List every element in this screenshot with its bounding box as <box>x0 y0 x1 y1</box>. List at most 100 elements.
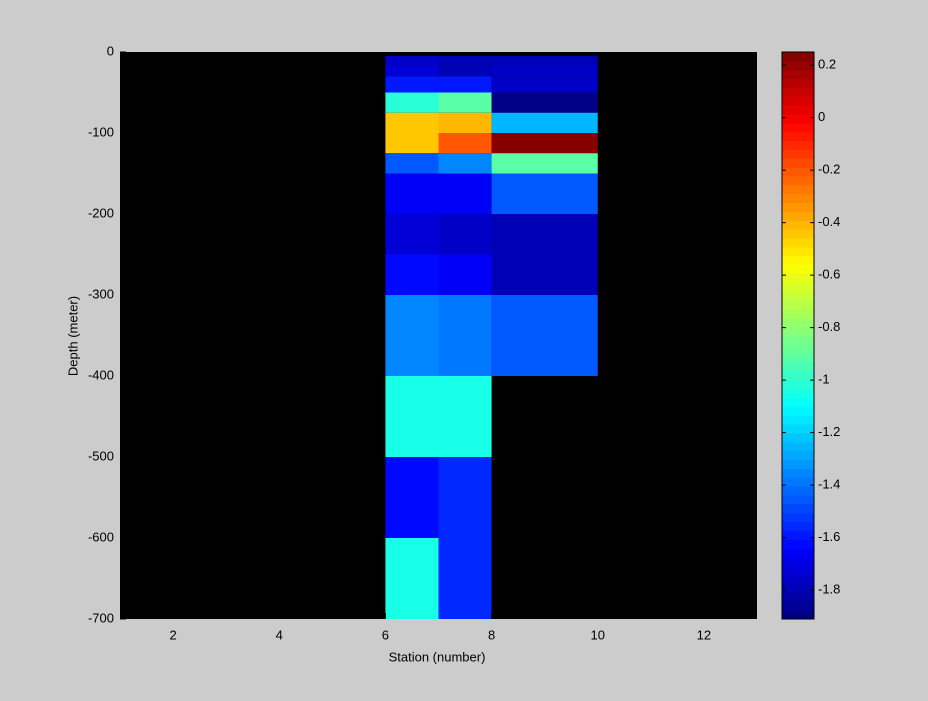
cell <box>385 153 439 174</box>
colorbar-swatch <box>782 308 814 319</box>
cell <box>491 56 598 65</box>
colorbar-swatch <box>782 114 814 124</box>
colorbar-tick-label: -1.2 <box>818 424 840 439</box>
colorbar-swatch <box>782 565 814 576</box>
colorbar-swatch <box>782 424 814 434</box>
colorbar-swatch <box>782 450 814 461</box>
y-tick-label: -600 <box>88 529 114 544</box>
colorbar-swatch <box>782 397 814 407</box>
colorbar-tick-label: 0.2 <box>818 57 836 72</box>
x-tick-label: 12 <box>697 627 711 642</box>
cell <box>491 254 598 295</box>
colorbar-swatch <box>782 406 814 416</box>
colorbar-tick-label: -1.4 <box>818 477 840 492</box>
colorbar-tick-label: -0.6 <box>818 267 840 282</box>
colorbar-swatch <box>782 52 814 62</box>
colorbar-swatch <box>782 105 814 115</box>
colorbar-swatch <box>782 211 814 221</box>
colorbar-swatch <box>782 282 814 292</box>
cell <box>438 376 492 457</box>
cell <box>438 133 492 154</box>
cell <box>438 214 492 255</box>
cell <box>491 64 598 77</box>
x-tick-label: 4 <box>276 627 283 642</box>
colorbar-swatch <box>782 530 814 540</box>
colorbar-swatch <box>782 317 814 328</box>
colorbar-swatch <box>782 158 814 168</box>
colorbar-swatch <box>782 69 814 80</box>
cell <box>438 295 492 376</box>
colorbar-frame <box>781 51 815 620</box>
colorbar-swatch <box>782 131 814 142</box>
cell <box>385 457 439 538</box>
colorbar-swatch <box>782 512 814 523</box>
cell <box>491 153 598 174</box>
y-tick-label: -100 <box>88 124 114 139</box>
colorbar-swatch <box>782 468 814 478</box>
cell <box>385 295 439 376</box>
colorbar-swatch <box>782 415 814 425</box>
colorbar-swatch <box>782 556 814 567</box>
colorbar-tick-label: -1.8 <box>818 582 840 597</box>
cell <box>438 173 492 214</box>
colorbar-swatch <box>782 592 814 602</box>
y-tick-label: -200 <box>88 205 114 220</box>
cell <box>438 112 492 133</box>
colorbar-swatch <box>782 122 814 133</box>
cell <box>491 112 598 133</box>
x-axis-label: Station (number) <box>389 649 486 664</box>
cell <box>385 56 439 65</box>
colorbar-swatch <box>782 167 814 177</box>
cell <box>385 214 439 255</box>
colorbar-swatch <box>782 344 814 354</box>
colorbar-swatch <box>782 477 814 487</box>
colorbar-swatch <box>782 273 814 283</box>
colorbar-swatch <box>782 87 814 97</box>
colorbar-swatch <box>782 601 814 611</box>
colorbar-swatch <box>782 78 814 88</box>
colorbar-tick-label: -1.6 <box>818 529 840 544</box>
cell <box>385 112 439 133</box>
colorbar-tick-label: -0.4 <box>818 214 840 229</box>
colorbar-swatch <box>782 140 814 150</box>
colorbar-swatch <box>782 184 814 195</box>
colorbar-swatch <box>782 96 814 106</box>
y-tick-label: -300 <box>88 286 114 301</box>
cell <box>438 56 492 65</box>
colorbar-tick-label: 0 <box>818 109 825 124</box>
cell <box>385 76 439 93</box>
cell <box>491 133 598 154</box>
cell <box>438 92 492 113</box>
colorbar-swatch <box>782 432 814 443</box>
colorbar-swatch <box>782 610 814 620</box>
colorbar-swatch <box>782 300 814 310</box>
colorbar-swatch <box>782 60 814 71</box>
cell <box>385 254 439 295</box>
colorbar-swatch <box>782 486 814 496</box>
colorbar-swatch <box>782 291 814 301</box>
cell <box>438 76 492 93</box>
x-tick-label: 10 <box>591 627 605 642</box>
cell <box>385 92 439 113</box>
colorbar-swatch <box>782 539 814 549</box>
cell <box>438 457 492 538</box>
colorbar-tick-label: -0.8 <box>818 319 840 334</box>
colorbar-swatch <box>782 494 814 505</box>
cell <box>438 254 492 295</box>
colorbar-swatch <box>782 521 814 531</box>
colorbar-tick-label: -1 <box>818 372 830 387</box>
cell <box>491 295 598 376</box>
cell <box>385 133 439 154</box>
y-tick-label: -700 <box>88 610 114 625</box>
colorbar-swatch <box>782 583 814 593</box>
cell <box>385 64 439 77</box>
colorbar-swatch <box>782 388 814 399</box>
y-tick-label: 0 <box>107 43 114 58</box>
y-tick-label: -400 <box>88 367 114 382</box>
colorbar-tick-label: -0.2 <box>818 162 840 177</box>
colorbar-swatch <box>782 574 814 585</box>
colorbar-swatch <box>782 326 814 336</box>
cell <box>491 173 598 214</box>
cell <box>385 376 439 457</box>
